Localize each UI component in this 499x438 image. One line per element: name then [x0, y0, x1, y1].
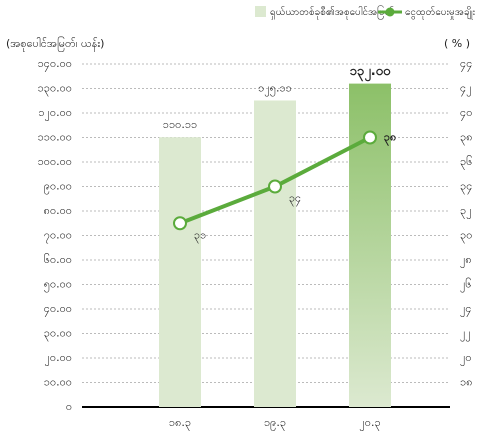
y2-tick-label: ၃၄: [460, 180, 472, 195]
line-point: [363, 130, 377, 145]
y-tick-label: ၉၀.၀၀: [44, 180, 72, 195]
legend-swatch: [255, 6, 266, 17]
y2-tick-label: ၃၀: [460, 229, 472, 244]
y2-tick-label: ၂၂: [460, 327, 471, 342]
line-value-label: ၃၁: [194, 228, 206, 243]
y-tick-label: ၅၀.၀၀: [44, 278, 72, 293]
y-tick-label: ၇၀.၀၀: [44, 229, 72, 244]
y-tick-label: ၂၀.၀၀: [45, 351, 72, 366]
line-value-label: ၃၄: [289, 192, 301, 207]
y2-tick-label: ၂၈: [460, 253, 472, 268]
y-tick-label: ၄၀.၀၀: [44, 302, 72, 317]
y-tick-label: ၆၀.၀၀: [44, 253, 72, 266]
x-tick-label: ၁၉.၃: [264, 416, 286, 431]
y-tick-label: ၀: [66, 400, 72, 413]
y2-tick-label: ၄၄: [460, 57, 472, 72]
y-tick-label: ၁၄၀.၀၀: [38, 57, 72, 72]
y2-tick-label: ၄၂: [460, 82, 472, 97]
legend-label: ရှယ်ယာတစ်ခုစီ၏အစုပေါင်အမြတ်: [270, 4, 394, 20]
y2-tick-label: ၁၈: [460, 376, 472, 389]
legend-label: ငွေထုတ်ပေးမှုအချိုး: [405, 5, 476, 20]
line-point: [173, 216, 187, 231]
bar: [159, 137, 201, 407]
y2-tick-label: ၄၀: [460, 106, 472, 121]
x-tick-label: ၂၀.၃: [359, 416, 380, 431]
y-tick-label: ၃၀.၀၀: [44, 327, 72, 342]
y-tick-label: ၁၁၀.၀၀: [38, 131, 72, 144]
y2-tick-label: ၃၈: [460, 131, 472, 146]
y-tick-label: ၁၂၀.၀၀: [38, 106, 72, 121]
x-tick-label: ၁၈.၃: [169, 416, 191, 431]
y-tick-label: ၁၀၀.၀၀: [38, 155, 72, 168]
y2-tick-label: ၂၄: [460, 302, 472, 317]
bar-value-label: ၁၂၅.၁၁: [258, 81, 292, 96]
bar-value-label: ၁၃၂.၀၀: [350, 64, 391, 82]
bar-value-label: ၁၁၀.၁၁: [163, 118, 197, 131]
bar: [254, 100, 296, 407]
y2-axis-label: ( % ): [444, 37, 470, 50]
legend-marker: [385, 7, 395, 17]
y2-tick-label: ၂၀: [460, 351, 472, 366]
y-axis-label: (အစုပေါင်အမြတ်၊ ယန်း): [6, 36, 104, 52]
y-tick-label: ၁၃၀.၀၀: [38, 82, 72, 97]
line-point: [268, 179, 282, 194]
y2-tick-label: ၂၆: [460, 278, 472, 293]
y-tick-label: ၈၀.၀၀: [44, 204, 72, 217]
y2-tick-label: ၃၂: [460, 204, 472, 219]
line-value-label: ၃၈: [384, 131, 396, 147]
y-tick-label: ၁၀.၀၀: [44, 376, 72, 389]
y2-tick-label: ၃၆: [460, 155, 472, 170]
